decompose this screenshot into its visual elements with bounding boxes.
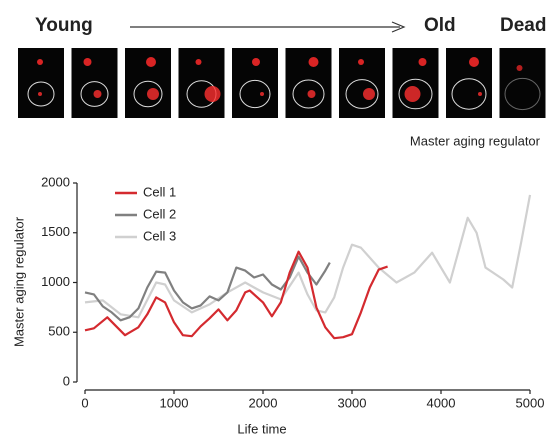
dead-label: Dead <box>500 15 546 36</box>
y-tick-label: 1500 <box>41 224 70 239</box>
signal-spot <box>469 57 479 67</box>
signal-spot <box>204 86 221 102</box>
signal-spot <box>516 65 523 71</box>
x-tick-label: 2000 <box>249 395 278 410</box>
signal-spot <box>252 58 260 66</box>
signal-spot <box>37 59 43 65</box>
arrow-head <box>391 21 406 33</box>
cell-outline <box>27 81 55 107</box>
signal-spot <box>93 90 102 98</box>
series-line <box>84 250 388 340</box>
signal-spot <box>146 57 156 67</box>
cell-image <box>178 48 225 118</box>
signal-spot <box>363 88 375 100</box>
cell-image <box>446 48 492 118</box>
cell-outline <box>133 80 163 108</box>
old-label: Old <box>424 15 456 36</box>
x-tick-label: 0 <box>81 395 88 410</box>
y-axis-label: Master aging regulator <box>11 216 26 347</box>
x-tick-label: 4000 <box>427 395 456 410</box>
cell-outline <box>451 78 487 110</box>
signal-spot <box>147 88 159 100</box>
x-tick-label: 3000 <box>338 395 367 410</box>
signal-spot <box>358 59 364 65</box>
legend-label: Cell 3 <box>143 228 176 243</box>
cell-outline <box>80 81 109 107</box>
series-line <box>84 255 331 322</box>
signal-spot <box>418 58 427 66</box>
cell-outline <box>398 78 433 110</box>
young-label: Young <box>35 15 93 36</box>
signal-spot <box>308 57 319 67</box>
legend-label: Cell 2 <box>143 206 176 221</box>
legend-label: Cell 1 <box>143 184 176 199</box>
cell-image <box>71 48 118 118</box>
signal-spot <box>83 58 92 66</box>
y-tick-label: 1000 <box>41 274 70 289</box>
x-axis-label: Life time <box>237 421 286 436</box>
x-tick-label: 5000 <box>516 395 545 410</box>
x-tick-label: 1000 <box>160 395 189 410</box>
cell-image <box>499 48 546 118</box>
signal-spot <box>478 92 482 96</box>
cell-image <box>285 48 332 118</box>
cell-outline <box>504 77 541 111</box>
signal-spot <box>38 92 42 96</box>
image-caption: Master aging regulator <box>410 133 541 148</box>
cell-outline <box>345 79 379 109</box>
cell-image <box>18 48 64 118</box>
y-tick-label: 500 <box>48 324 70 339</box>
signal-spot <box>260 92 264 96</box>
image-strip <box>18 48 546 118</box>
cell-outline <box>239 79 271 109</box>
cell-image <box>339 48 385 118</box>
signal-spot <box>404 86 421 102</box>
y-tick-label: 2000 <box>41 174 70 189</box>
series-line <box>84 194 532 319</box>
y-tick-label: 0 <box>63 373 70 388</box>
signal-spot <box>307 90 316 98</box>
cell-image <box>392 48 439 118</box>
signal-spot <box>195 59 202 65</box>
cell-outline <box>292 79 325 109</box>
